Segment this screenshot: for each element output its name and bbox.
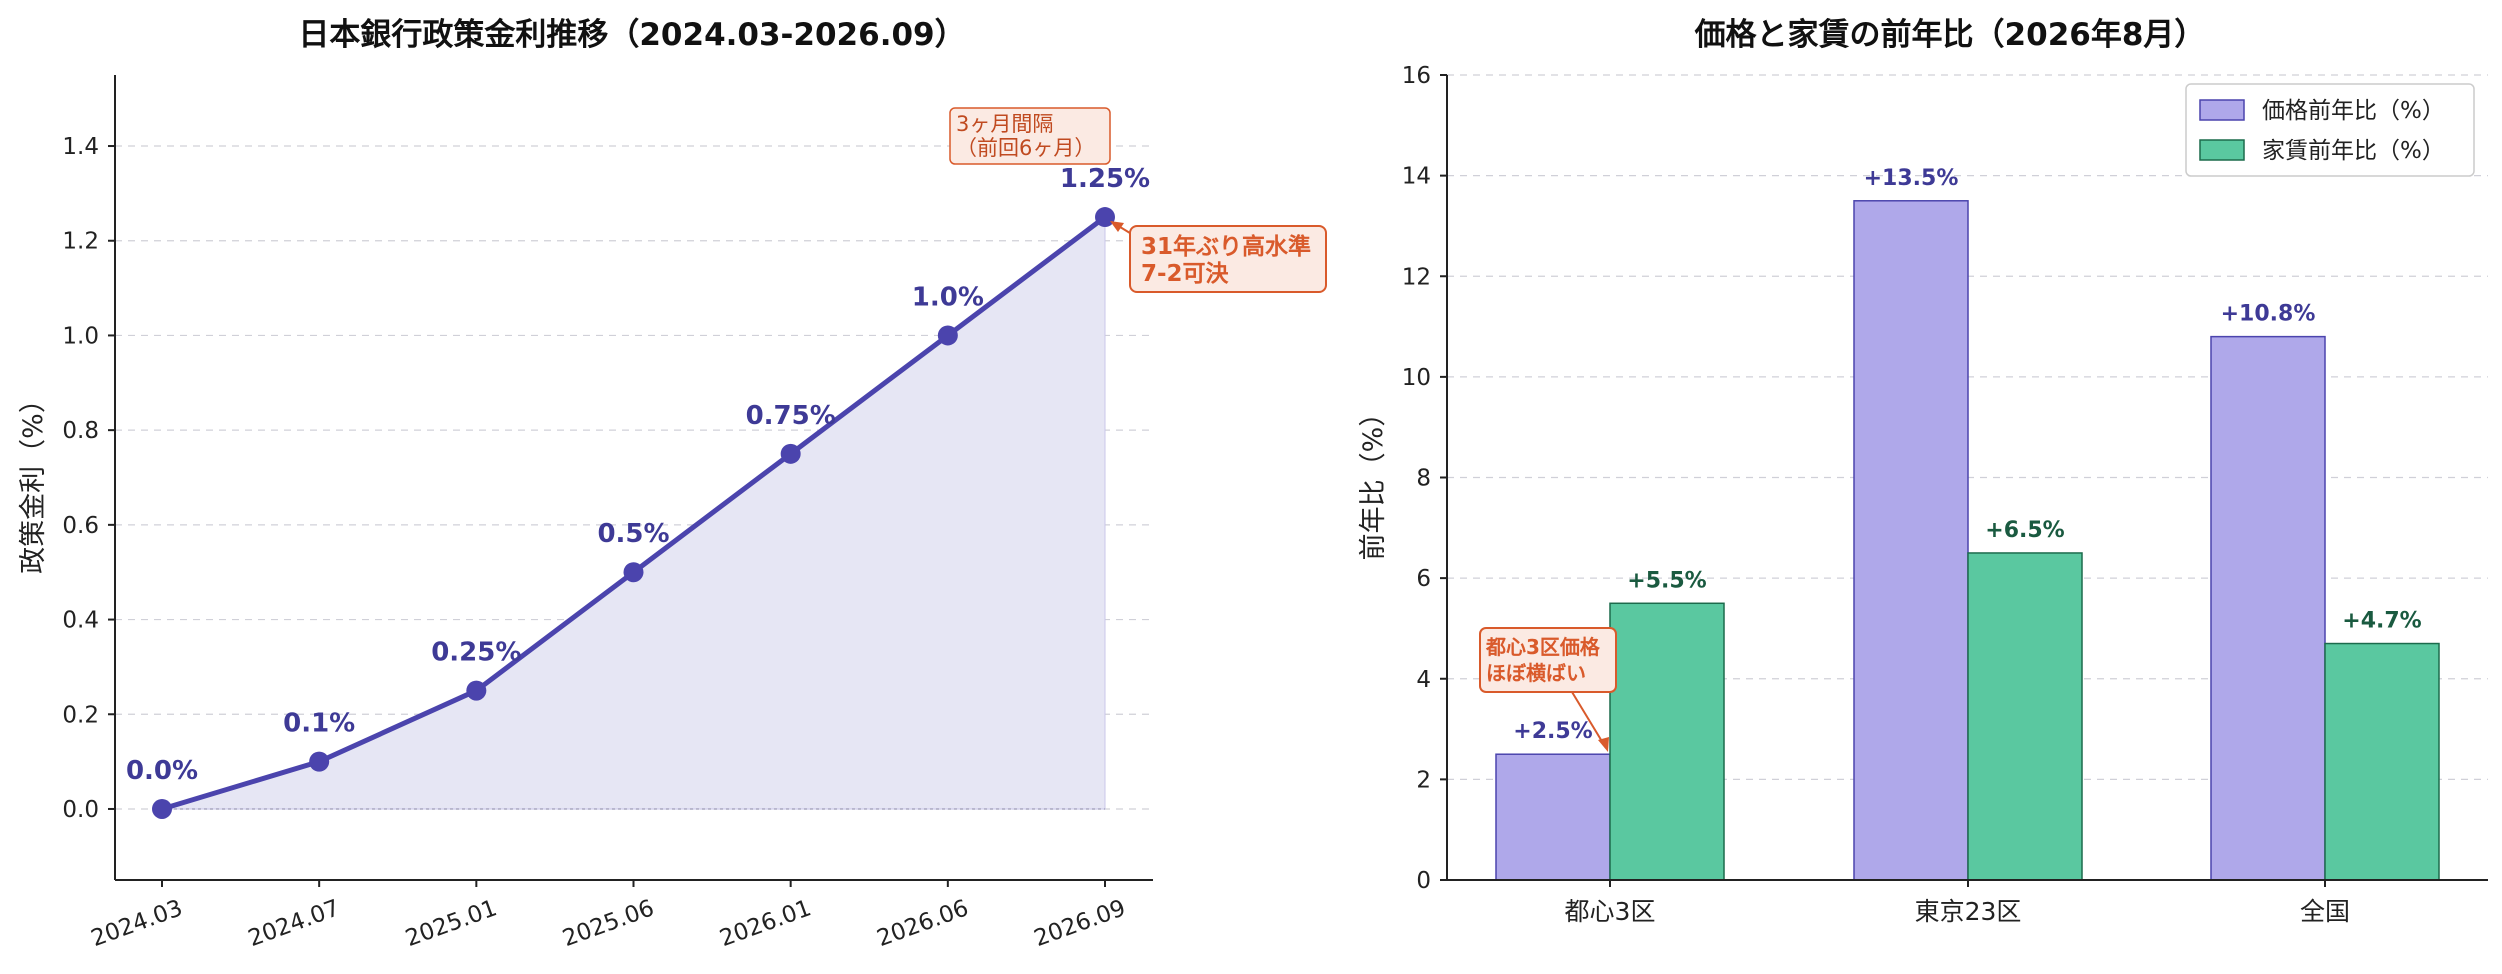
annotation-line-1: 31年ぶり高水準: [1141, 233, 1311, 260]
x-tick-label: 東京23区: [1915, 897, 2022, 926]
data-point: [780, 443, 801, 464]
y-tick-label: 1.0: [62, 323, 99, 349]
x-tick-label: 都心3区: [1565, 897, 1656, 926]
annotation-box: [949, 107, 1111, 165]
y-tick-label: 14: [1402, 164, 1431, 190]
point-label: 0.0%: [126, 756, 198, 786]
annotation-line-1: 都心3区価格: [1485, 635, 1601, 659]
y-tick-label: 4: [1416, 667, 1431, 693]
price-bar: [2210, 335, 2326, 881]
x-tick-labels: 都心3区 東京23区 全国: [1565, 880, 2350, 926]
annotation-box: [1129, 225, 1327, 293]
legend-label-price: 価格前年比（%）: [2262, 98, 2445, 124]
y-tick-label: 16: [1402, 63, 1431, 89]
interval-annotation: 3ヶ月間隔 （前回6ヶ月）: [949, 107, 1111, 165]
x-tick-labels: 2024.03 2024.07 2025.01 2025.06 2026.01 2026.…: [88, 880, 1129, 952]
data-point: [937, 325, 958, 346]
annotation-line-2: ほぼ横ばい: [1486, 661, 1586, 685]
y-tick-label: 10: [1402, 365, 1431, 391]
price-value-label: +13.5%: [1864, 166, 1959, 191]
data-point: [623, 562, 644, 583]
y-axis-label: 政策金利（%）: [18, 386, 49, 574]
chart-title: 日本銀行政策金利推移（2024.03-2026.09）: [298, 17, 965, 53]
y-tick-label: 0.8: [62, 418, 99, 444]
data-point: [152, 798, 172, 819]
x-tick-label: 2025.01: [402, 895, 500, 952]
legend-frame: [2185, 83, 2475, 177]
y-tick-label: 8: [1416, 466, 1431, 492]
data-point: [466, 680, 487, 701]
y-tick-labels: 0.0 0.2 0.4 0.6 0.8 1.0 1.2 1.4: [62, 134, 115, 823]
policy-rate-chart: 日本銀行政策金利推移（2024.03-2026.09） 0.0% 0.1% 0.25…: [18, 17, 1327, 952]
legend-label-rent: 家賃前年比（%）: [2262, 138, 2445, 164]
record-annotation: 31年ぶり高水準 7-2可決: [1110, 221, 1327, 293]
point-label: 0.25%: [431, 638, 521, 668]
price-value-label: +2.5%: [1513, 719, 1592, 744]
point-label: 0.5%: [597, 519, 669, 549]
annotation-line-2: 7-2可決: [1141, 261, 1230, 287]
data-point: [1095, 207, 1115, 228]
price-bar: [1495, 753, 1611, 881]
data-point: [309, 751, 330, 772]
rent-bar: [1609, 602, 1725, 881]
y-tick-label: 0: [1416, 868, 1431, 894]
x-tick-label: 2026.06: [874, 895, 972, 952]
legend-swatch-rent: [2199, 139, 2245, 161]
price-rent-chart: 価格と家賃の前年比（2026年8月） +2.5% +13.5% +10.8% +5.5…: [1358, 17, 2488, 926]
annotation-arrow: [1571, 691, 1607, 749]
arrow-head: [1598, 737, 1609, 752]
price-bar: [1853, 200, 1969, 881]
bar-value-labels: +2.5% +13.5% +10.8% +5.5% +6.5% +4.7%: [1513, 166, 2421, 744]
rent-value-label: +6.5%: [1985, 518, 2064, 543]
y-tick-label: 2: [1416, 767, 1431, 793]
y-tick-label: 1.4: [62, 134, 99, 160]
rent-bar: [2324, 642, 2440, 881]
y-axis-label: 前年比（%）: [1358, 400, 1389, 561]
x-tick-label: 2024.03: [88, 895, 186, 952]
bars: [1495, 200, 2440, 881]
y-tick-label: 6: [1416, 566, 1431, 592]
y-tick-label: 0.2: [62, 702, 99, 728]
point-label: 1.0%: [912, 282, 984, 312]
annotation-box: [1479, 627, 1617, 693]
y-tick-label: 0.4: [62, 608, 99, 634]
annotation-line-1: 3ヶ月間隔: [956, 112, 1053, 136]
x-tick-label: 全国: [2300, 897, 2350, 926]
rent-value-label: +4.7%: [2342, 609, 2421, 634]
y-tick-labels: 0 2 4 6 8 10 12 14 16: [1402, 63, 1447, 894]
x-tick-label: 2026.09: [1031, 895, 1129, 952]
rent-value-label: +5.5%: [1627, 568, 1706, 593]
x-tick-label: 2025.06: [559, 895, 657, 952]
data-points: 0.0% 0.1% 0.25% 0.5% 0.75% 1.0% 1.25%: [126, 164, 1150, 819]
arrow-head: [1110, 221, 1124, 232]
rent-bar: [1967, 552, 2083, 881]
x-tick-label: 2024.07: [245, 895, 343, 952]
point-label: 0.75%: [746, 401, 836, 431]
y-tick-label: 0.6: [62, 513, 99, 539]
y-tick-label: 1.2: [62, 229, 99, 255]
legend-swatch-price: [2199, 99, 2245, 121]
price-value-label: +10.8%: [2221, 302, 2316, 327]
chart-title: 価格と家賃の前年比（2026年8月）: [1694, 17, 2206, 53]
point-label: 0.1%: [283, 709, 355, 739]
y-tick-label: 12: [1402, 264, 1431, 290]
legend: 価格前年比（%） 家賃前年比（%）: [2185, 83, 2475, 177]
flat-price-annotation: 都心3区価格 ほぼ横ばい: [1479, 627, 1617, 752]
x-tick-label: 2026.01: [716, 895, 814, 952]
y-tick-label: 0.0: [62, 797, 99, 823]
point-label: 1.25%: [1060, 164, 1150, 194]
annotation-line-2: （前回6ヶ月）: [956, 136, 1095, 160]
